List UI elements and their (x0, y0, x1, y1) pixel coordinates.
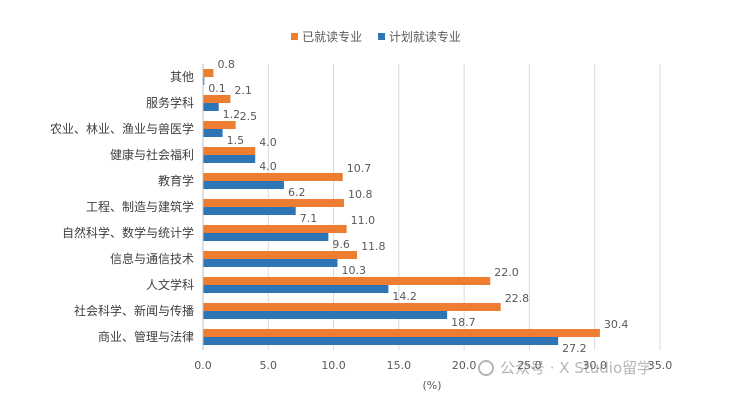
x-axis-label: (%) (422, 379, 441, 392)
data-label-enrolled: 30.4 (604, 318, 629, 331)
legend-item-enrolled: 已就读专业 (291, 28, 362, 45)
data-label-enrolled: 11.0 (351, 214, 376, 227)
category-label: 人文学科 (146, 277, 194, 292)
data-label-planned: 1.2 (223, 108, 241, 121)
x-tick-label: 15.0 (387, 359, 412, 372)
data-label-planned: 18.7 (451, 316, 476, 329)
bar-enrolled (203, 329, 600, 337)
category-label: 服务学科 (146, 95, 194, 110)
data-label-enrolled: 4.0 (259, 136, 277, 149)
bar-planned (203, 337, 559, 345)
legend-item-planned: 计划就读专业 (377, 28, 461, 45)
watermark-text: 公众号 · X Studio留学 (500, 359, 653, 377)
data-label-enrolled: 22.8 (505, 292, 530, 305)
bar-enrolled (203, 303, 501, 311)
category-label: 其他 (170, 70, 194, 84)
watermark: 公众号 · X Studio留学 (478, 357, 652, 378)
data-label-enrolled: 10.8 (348, 188, 373, 201)
bar-planned (203, 181, 284, 189)
bar-planned (203, 311, 448, 319)
x-tick-label: 10.0 (321, 359, 346, 372)
category-label: 商业、管理与法律 (98, 329, 194, 344)
x-tick-label: 35.0 (648, 359, 673, 372)
data-label-planned: 0.1 (208, 82, 226, 95)
x-tick-label: 25.0 (517, 359, 542, 372)
bar-enrolled (203, 199, 345, 207)
category-label: 工程、制造与建筑学 (86, 199, 194, 214)
category-label: 社会科学、新闻与传播 (74, 303, 194, 318)
category-label: 健康与社会福利 (110, 147, 194, 162)
data-label-enrolled: 10.7 (347, 162, 372, 175)
bar-enrolled (203, 251, 358, 259)
bar-planned (203, 129, 223, 137)
category-label: 教育学 (158, 173, 194, 188)
data-label-enrolled: 2.1 (234, 84, 252, 97)
chart-legend: 已就读专业 计划就读专业 (0, 28, 752, 45)
x-tick-label: 5.0 (260, 359, 278, 372)
wechat-icon (478, 359, 494, 376)
legend-swatch-enrolled (291, 33, 299, 40)
data-label-planned: 6.2 (288, 186, 306, 199)
bar-planned (203, 103, 219, 111)
data-label-planned: 4.0 (259, 160, 277, 173)
data-label-enrolled: 0.8 (217, 58, 235, 71)
bar-enrolled (203, 69, 214, 77)
legend-label-enrolled: 已就读专业 (302, 30, 363, 44)
bar-planned (203, 207, 296, 215)
bar-enrolled (203, 147, 256, 155)
x-tick-label: 30.0 (582, 359, 607, 372)
bar-enrolled (203, 95, 231, 103)
category-label: 信息与通信技术 (110, 251, 194, 266)
data-label-planned: 27.2 (562, 342, 587, 355)
bar-planned (203, 259, 338, 267)
data-label-enrolled: 22.0 (494, 266, 519, 279)
data-label-enrolled: 11.8 (361, 240, 386, 253)
data-label-planned: 7.1 (300, 212, 318, 225)
bar-enrolled (203, 277, 491, 285)
data-label-planned: 9.6 (332, 238, 350, 251)
bar-enrolled (203, 121, 236, 129)
data-label-planned: 14.2 (392, 290, 417, 303)
legend-label-planned: 计划就读专业 (388, 30, 461, 44)
data-label-planned: 10.3 (341, 264, 366, 277)
bar-enrolled (203, 225, 347, 233)
x-tick-label: 20.0 (452, 359, 477, 372)
bar-planned (203, 77, 205, 85)
data-label-enrolled: 2.5 (240, 110, 258, 123)
bar-enrolled (203, 173, 343, 181)
legend-swatch-planned (377, 33, 385, 40)
bar-planned (203, 233, 329, 241)
category-label: 农业、林业、渔业与兽医学 (50, 121, 194, 136)
bar-planned (203, 285, 389, 293)
data-label-planned: 1.5 (227, 134, 245, 147)
category-label: 自然科学、数学与统计学 (62, 225, 194, 240)
x-tick-label: 0.0 (194, 359, 212, 372)
bar-planned (203, 155, 256, 163)
